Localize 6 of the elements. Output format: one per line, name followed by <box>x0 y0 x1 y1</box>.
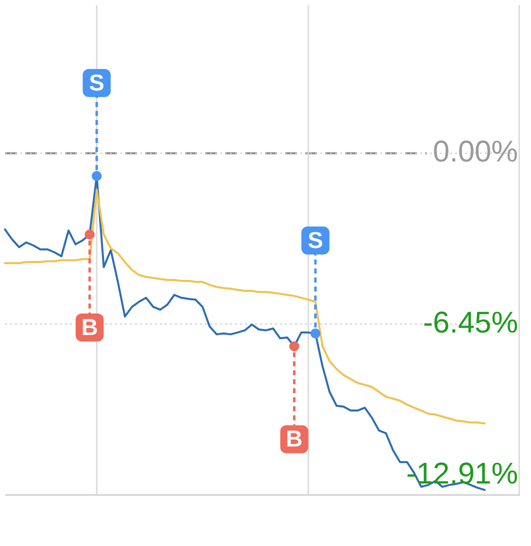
data-label: S <box>89 69 104 96</box>
data-label: S <box>308 226 324 253</box>
data-label: B <box>286 426 303 452</box>
y-tick-label: -6.45% <box>422 306 518 340</box>
data-label: B <box>81 314 98 340</box>
y-tick-label: 0.00% <box>432 136 518 169</box>
